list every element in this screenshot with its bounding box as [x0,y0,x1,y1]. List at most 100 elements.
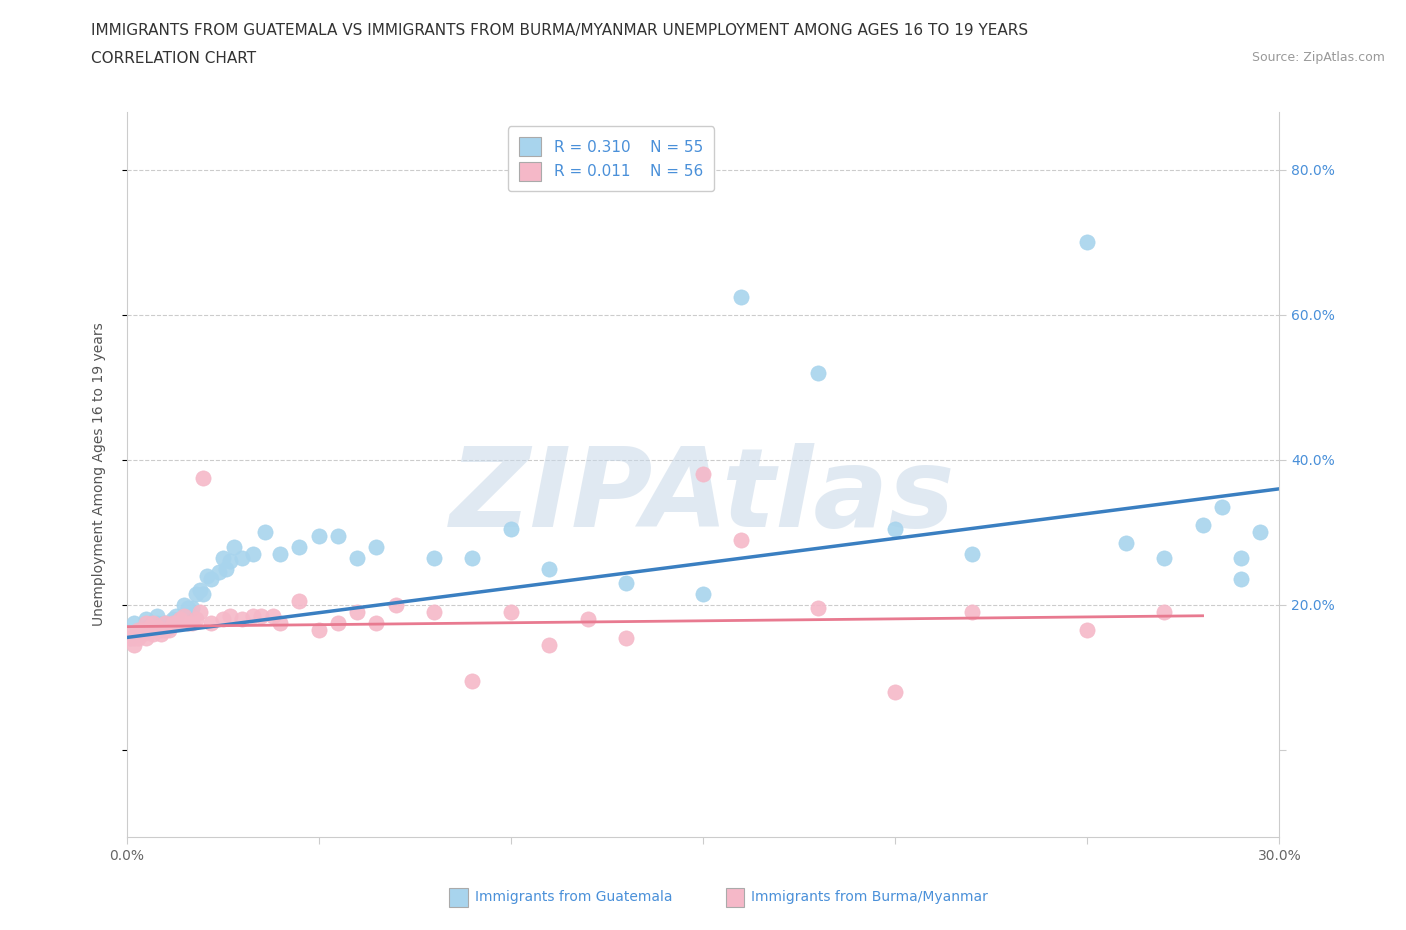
Point [614,631,637,645]
Point [131,627,153,642]
Point [215,561,238,576]
Point [157,623,180,638]
Point [142,619,165,634]
Point [288,539,311,554]
Point [960,547,983,562]
Point [188,604,211,619]
Point [142,627,165,642]
Y-axis label: Unemployment Among Ages 16 to 19 years: Unemployment Among Ages 16 to 19 years [91,323,105,626]
Point [120,631,142,645]
Point [231,612,253,627]
Text: Source: ZipAtlas.com: Source: ZipAtlas.com [1251,51,1385,64]
Point [184,587,207,602]
Point [326,616,349,631]
Point [142,616,165,631]
Point [288,594,311,609]
Point [326,528,349,543]
Point [499,604,522,619]
Point [138,619,160,634]
Point [153,616,176,631]
Point [127,631,149,645]
Point [162,612,184,627]
Point [138,623,160,638]
Point [180,601,202,616]
Point [242,608,264,623]
Point [120,631,142,645]
Point [461,551,484,565]
Point [177,601,200,616]
Point [807,365,830,380]
Point [884,521,907,536]
Point [692,587,714,602]
Point [576,612,599,627]
Point [1076,623,1098,638]
Point [423,604,446,619]
Point [250,608,273,623]
Point [146,619,169,634]
Text: Immigrants from Guatemala: Immigrants from Guatemala [475,890,672,905]
Text: CORRELATION CHART: CORRELATION CHART [91,51,256,66]
Point [211,551,233,565]
Point [346,604,368,619]
Point [122,616,145,631]
Point [308,623,330,638]
Point [253,525,276,539]
Text: ZIPAtlas: ZIPAtlas [450,443,956,550]
Point [169,612,191,627]
Point [208,565,231,579]
Point [219,554,242,569]
Point [224,539,246,554]
Point [131,623,153,638]
Point [538,637,561,652]
Point [1230,572,1253,587]
Point [960,604,983,619]
Point [384,597,406,612]
Point [807,601,830,616]
Point [423,551,446,565]
Point [884,684,907,699]
Point [1211,499,1233,514]
Point [200,572,222,587]
Point [184,612,207,627]
Point [153,616,176,631]
Point [122,637,145,652]
Point [150,627,173,642]
Point [173,608,195,623]
Point [262,608,284,623]
Text: Immigrants from Burma/Myanmar: Immigrants from Burma/Myanmar [751,890,988,905]
Point [730,289,752,304]
Point [193,471,215,485]
Point [1191,518,1213,533]
Point [730,532,752,547]
Point [166,616,188,631]
Point [146,623,169,638]
Point [131,623,153,638]
Point [166,608,188,623]
Point [135,616,157,631]
Point [173,597,195,612]
Point [188,583,211,598]
Point [1076,234,1098,249]
Point [346,551,368,565]
Point [153,623,176,638]
Point [138,623,160,638]
Point [269,547,291,562]
Point [193,587,215,602]
Legend: R = 0.310    N = 55, R = 0.011    N = 56: R = 0.310 N = 55, R = 0.011 N = 56 [508,126,714,192]
Point [127,623,149,638]
Point [127,627,149,642]
Point [195,568,218,583]
Point [135,619,157,634]
Point [211,612,233,627]
Point [1153,604,1175,619]
Point [461,673,484,688]
Point [146,616,169,631]
Point [180,616,202,631]
Point [219,608,242,623]
Point [242,547,264,562]
Point [150,623,173,638]
Point [308,528,330,543]
Point [177,616,200,631]
Text: IMMIGRANTS FROM GUATEMALA VS IMMIGRANTS FROM BURMA/MYANMAR UNEMPLOYMENT AMONG AG: IMMIGRANTS FROM GUATEMALA VS IMMIGRANTS … [91,23,1029,38]
Point [1249,525,1271,539]
